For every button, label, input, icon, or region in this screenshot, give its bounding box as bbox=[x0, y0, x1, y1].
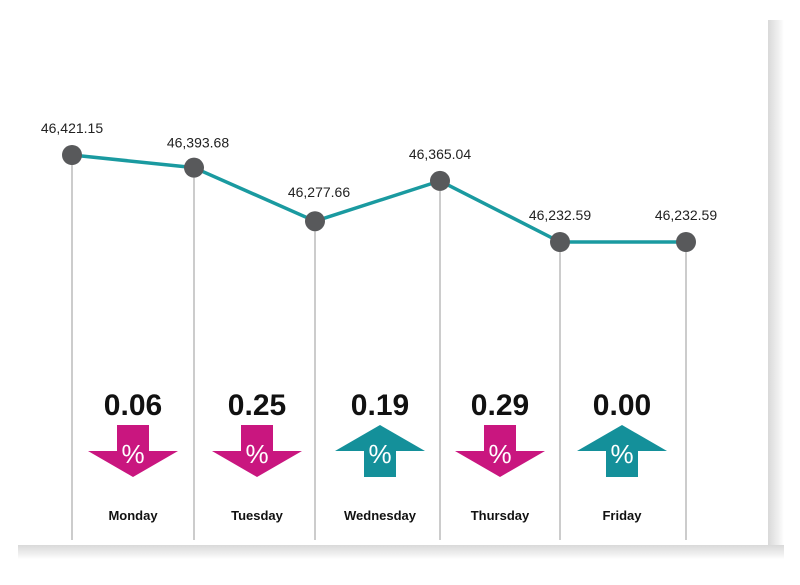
value-label: 46,421.15 bbox=[41, 120, 103, 136]
arrow-down-icon bbox=[212, 425, 302, 477]
day-label: Wednesday bbox=[344, 508, 417, 523]
data-point bbox=[62, 145, 82, 165]
percent-change-value: 0.19 bbox=[351, 389, 409, 422]
value-label: 46,393.68 bbox=[167, 135, 229, 151]
arrow-up-icon bbox=[335, 425, 425, 477]
data-point bbox=[676, 232, 696, 252]
percent-change-value: 0.25 bbox=[228, 389, 286, 422]
percent-icon: % bbox=[368, 439, 391, 469]
percent-change-value: 0.06 bbox=[104, 389, 162, 422]
value-label: 46,232.59 bbox=[529, 207, 591, 223]
arrow-up-icon bbox=[577, 425, 667, 477]
percent-icon: % bbox=[610, 439, 633, 469]
card-shadow-bottom bbox=[18, 545, 784, 559]
day-label: Friday bbox=[602, 508, 642, 523]
day-label: Tuesday bbox=[231, 508, 284, 523]
percent-icon: % bbox=[488, 439, 511, 469]
percent-change-value: 0.29 bbox=[471, 389, 529, 422]
data-point bbox=[305, 211, 325, 232]
data-point bbox=[550, 232, 570, 252]
series-line bbox=[70, 153, 688, 244]
arrow-down-icon bbox=[88, 425, 178, 477]
arrow-down-icon bbox=[455, 425, 545, 477]
data-point bbox=[430, 170, 450, 191]
day-label: Monday bbox=[108, 508, 158, 523]
percent-change-value: 0.00 bbox=[593, 389, 651, 422]
percent-icon: % bbox=[245, 439, 268, 469]
data-point bbox=[184, 157, 204, 178]
percent-icon: % bbox=[121, 439, 144, 469]
value-label: 46,365.04 bbox=[409, 146, 471, 162]
day-label: Thursday bbox=[471, 508, 530, 523]
value-label: 46,232.59 bbox=[655, 207, 717, 223]
value-label: 46,277.66 bbox=[288, 184, 350, 200]
card-shadow-right bbox=[768, 20, 784, 552]
